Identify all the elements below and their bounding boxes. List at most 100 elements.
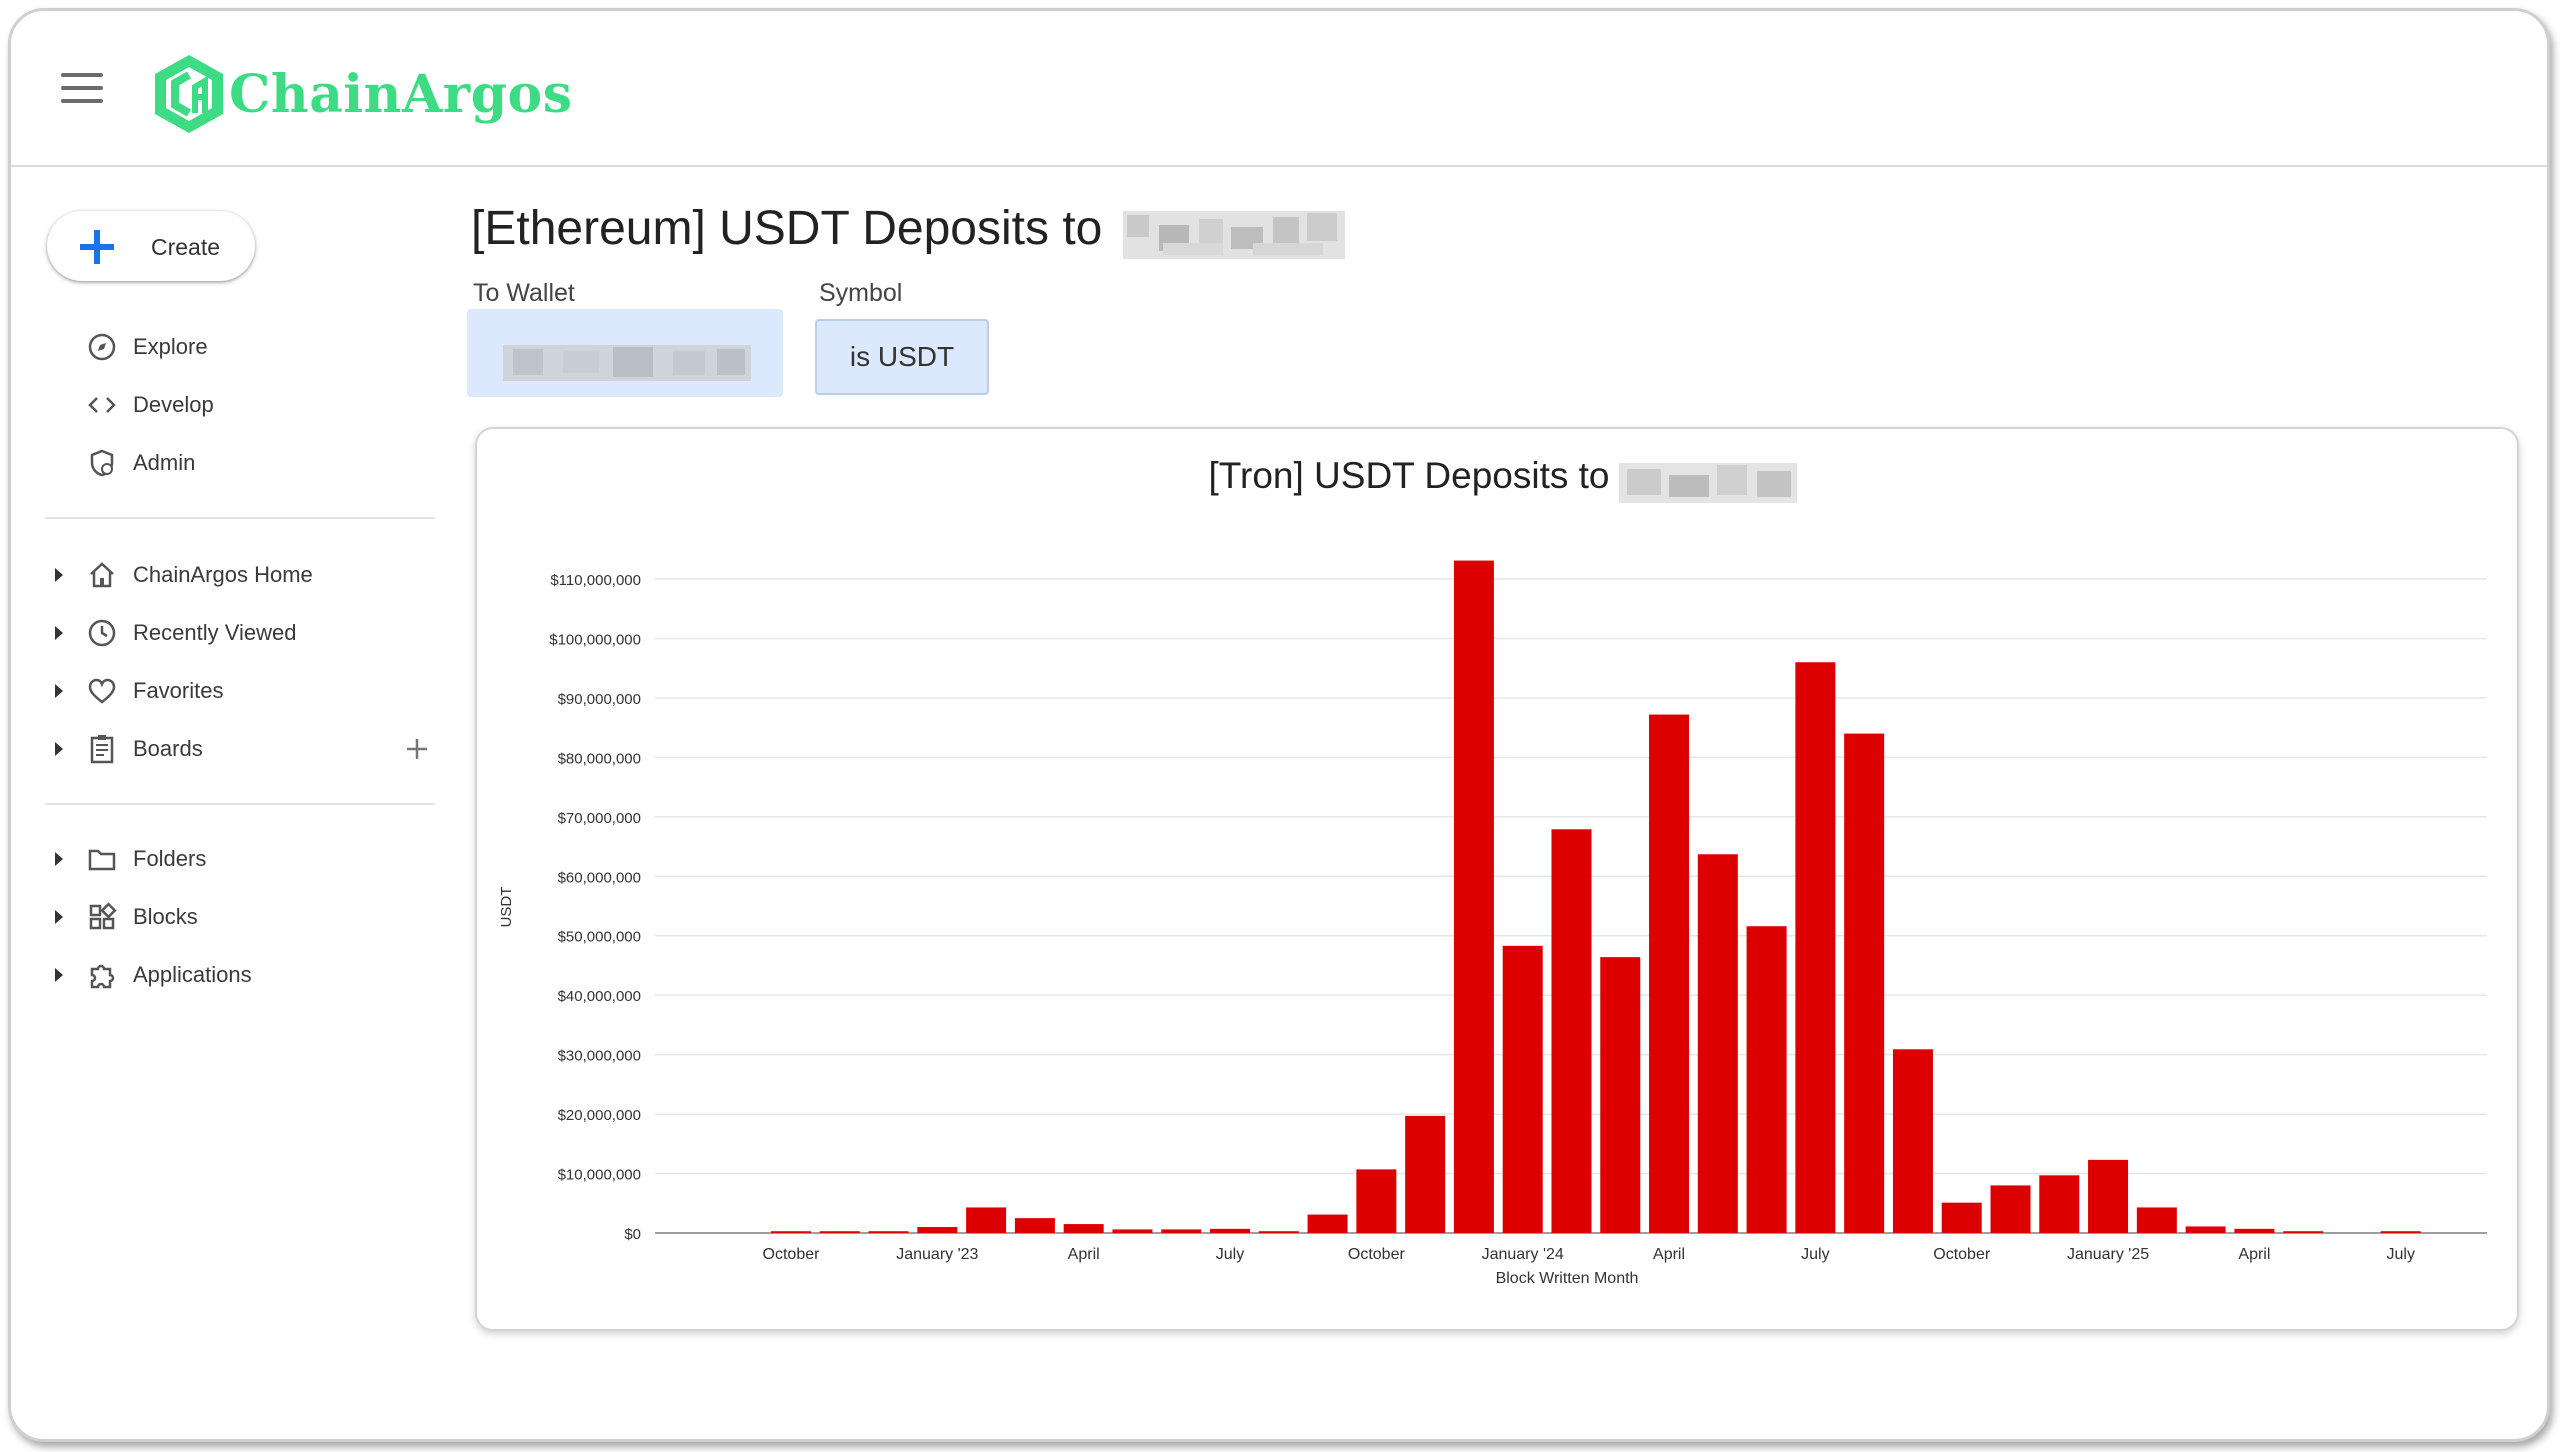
sidebar-item-chainargos-home[interactable]: ChainArgos Home [11, 549, 431, 601]
y-tick-label: $60,000,000 [558, 869, 641, 886]
bar [1844, 733, 1885, 1233]
bar [1697, 854, 1738, 1233]
code-icon [88, 397, 116, 413]
bar [917, 1227, 958, 1233]
filter-label-to-wallet: To Wallet [473, 279, 575, 307]
x-tick-label: July [1216, 1246, 1244, 1263]
chart-card: [Tron] USDT Deposits to $0 $10,000,000 $20… [475, 427, 2519, 1331]
sidebar-divider [45, 517, 435, 519]
chainargos-logo-icon [155, 55, 223, 133]
board-icon [90, 735, 114, 764]
bar [1258, 1231, 1299, 1233]
bar [1453, 560, 1494, 1233]
bar-chart: $0 $10,000,000 $20,000,000 $30,000,000 $40,0… [498, 560, 2487, 1287]
sidebar-item-explore[interactable]: Explore [11, 321, 431, 373]
bar [1014, 1218, 1055, 1233]
clock-icon [88, 619, 116, 647]
y-tick-label: $20,000,000 [558, 1107, 641, 1124]
sidebar-item-label: Applications [133, 962, 252, 987]
bar [2136, 1207, 2177, 1233]
sidebar-item-label: Develop [133, 392, 214, 417]
caret-right-icon[interactable] [55, 684, 63, 698]
bar [1502, 945, 1543, 1233]
caret-right-icon[interactable] [55, 852, 63, 866]
y-tick-label: $100,000,000 [549, 631, 641, 648]
symbol-filter[interactable]: is USDT [815, 319, 989, 395]
puzzle-icon [90, 964, 115, 989]
x-tick-label: April [1068, 1246, 1100, 1263]
page-title: [Ethereum] USDT Deposits to [471, 202, 1103, 255]
x-tick-label: April [2238, 1246, 2270, 1263]
bar [2088, 1159, 2129, 1233]
add-board-icon[interactable] [403, 735, 431, 763]
bar [1941, 1202, 1982, 1233]
caret-right-icon[interactable] [55, 910, 63, 924]
bar [2039, 1175, 2080, 1233]
logo-text: ChainArgos [229, 63, 573, 125]
sidebar-item-label: Recently Viewed [133, 620, 297, 645]
y-tick-label: $110,000,000 [550, 572, 641, 589]
bar [819, 1231, 860, 1233]
caret-right-icon[interactable] [55, 568, 63, 582]
bar [2185, 1226, 2226, 1233]
sidebar-item-favorites[interactable]: Favorites [11, 665, 431, 717]
main-content: [Ethereum] USDT Deposits to To Wallet Sy… [467, 167, 2531, 1427]
x-tick-label: October [1348, 1246, 1406, 1263]
admin-icon [90, 449, 114, 477]
bar [1746, 926, 1787, 1233]
bar [1161, 1229, 1202, 1233]
bar [966, 1207, 1007, 1233]
blocks-icon [89, 902, 117, 930]
sidebar-item-admin[interactable]: Admin [11, 437, 431, 489]
x-tick-label: January '23 [896, 1246, 978, 1263]
sidebar-item-boards[interactable]: Boards [11, 723, 431, 775]
folder-icon [88, 849, 116, 871]
chart-title: [Tron] USDT Deposits to [1208, 455, 1610, 496]
create-label: Create [151, 234, 221, 260]
filter-label-symbol: Symbol [819, 279, 903, 307]
caret-right-icon[interactable] [55, 968, 63, 982]
bar [1405, 1115, 1446, 1233]
heart-icon [88, 678, 116, 704]
logo[interactable]: ChainArgos [151, 51, 573, 137]
bar [2234, 1228, 2275, 1233]
menu-icon[interactable] [61, 73, 103, 103]
sidebar-item-label: ChainArgos Home [133, 562, 313, 587]
redacted-wallet [503, 345, 751, 381]
sidebar-item-label: Admin [133, 450, 196, 475]
sidebar-item-develop[interactable]: Develop [11, 379, 431, 431]
plus-icon [80, 230, 114, 264]
top-bar: ChainArgos [11, 11, 2547, 167]
bar [1210, 1228, 1251, 1233]
symbol-filter-value: is USDT [849, 341, 955, 372]
x-tick-label: April [1653, 1246, 1685, 1263]
bar [1063, 1224, 1104, 1233]
bar [771, 1231, 811, 1233]
bar [1892, 1049, 1933, 1233]
home-icon [90, 562, 114, 588]
bar [1795, 662, 1836, 1233]
bar [1356, 1169, 1397, 1233]
bar [1551, 829, 1592, 1233]
bar [868, 1231, 909, 1233]
x-tick-label: October [1933, 1246, 1991, 1263]
bar [1112, 1229, 1153, 1233]
sidebar-item-folders[interactable]: Folders [11, 833, 431, 885]
x-tick-label: October [763, 1246, 821, 1263]
sidebar-item-label: Blocks [133, 904, 198, 929]
caret-right-icon[interactable] [55, 742, 63, 756]
sidebar-item-label: Folders [133, 846, 207, 871]
y-tick-label: $0 [624, 1226, 641, 1243]
bar [1600, 957, 1641, 1233]
sidebar-item-recently-viewed[interactable]: Recently Viewed [11, 607, 431, 659]
sidebar-item-applications[interactable]: Applications [11, 949, 431, 1001]
x-tick-label: July [1801, 1246, 1829, 1263]
create-button[interactable]: Create [47, 211, 255, 281]
sidebar-item-label: Explore [133, 334, 208, 359]
sidebar-item-blocks[interactable]: Blocks [11, 891, 431, 943]
bar [1307, 1214, 1348, 1233]
caret-right-icon[interactable] [55, 626, 63, 640]
x-tick-label: July [2387, 1246, 2415, 1263]
y-tick-label: $30,000,000 [558, 1048, 641, 1065]
bar [2283, 1231, 2324, 1233]
